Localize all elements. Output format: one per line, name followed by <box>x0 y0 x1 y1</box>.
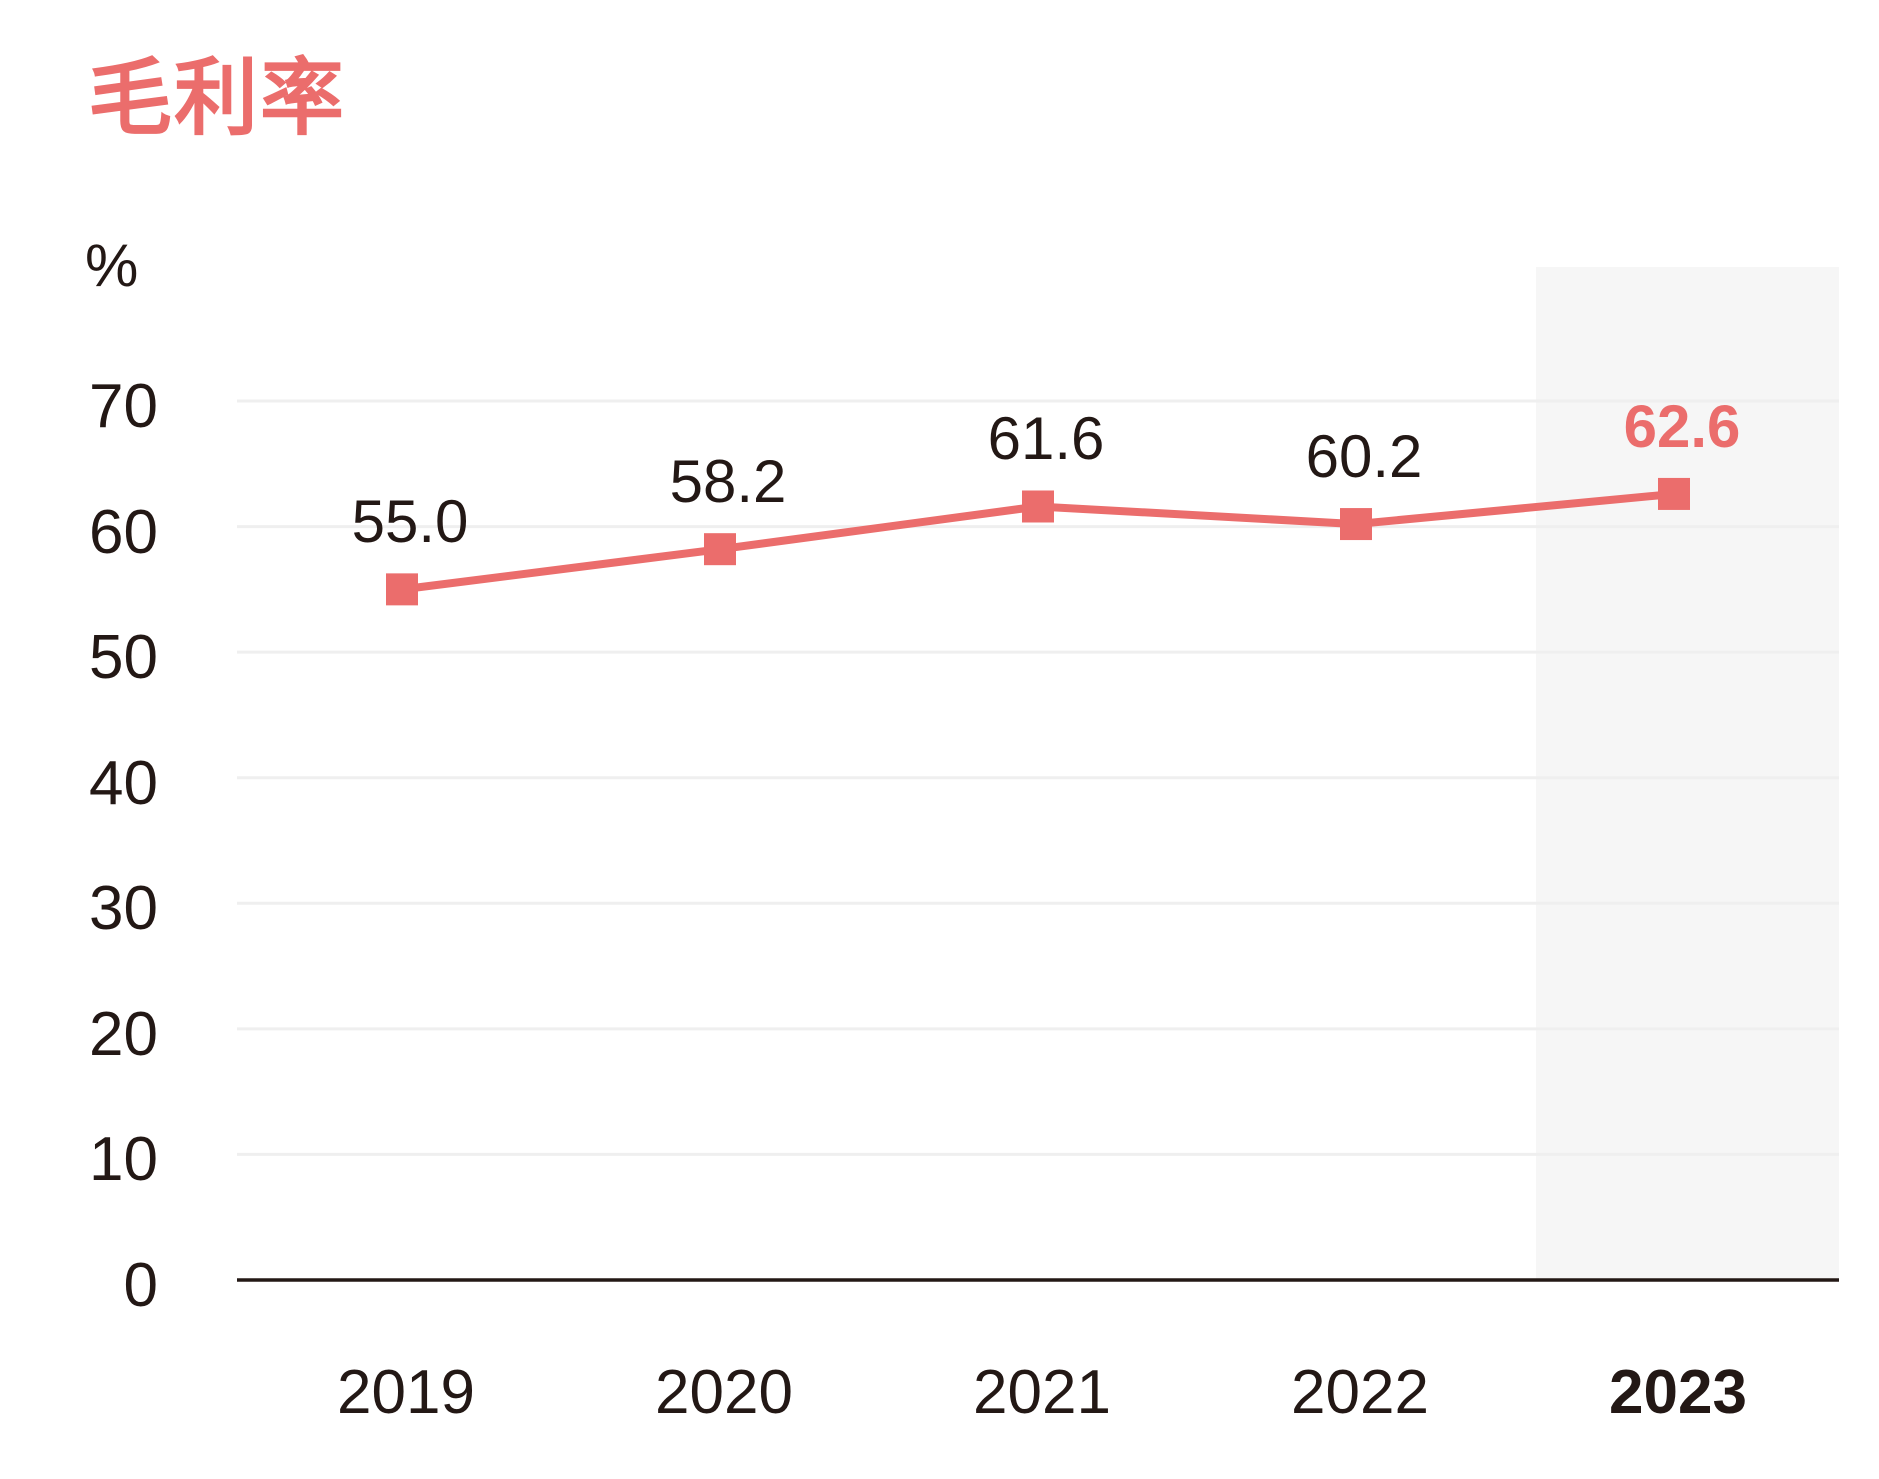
value-label-2023: 62.6 <box>1623 392 1741 460</box>
value-label-2020: 58.2 <box>669 448 787 516</box>
y-axis-unit-label: % <box>85 232 139 299</box>
y-tick-label-30: 30 <box>89 874 158 944</box>
chart-title: 毛利率 <box>88 51 347 145</box>
x-tick-label-2019: 2019 <box>337 1358 475 1427</box>
x-tick-label-2021: 2021 <box>973 1358 1111 1427</box>
highlight-band-2023 <box>1536 267 1839 1280</box>
y-tick-label-10: 10 <box>89 1125 158 1195</box>
data-point-2021 <box>1022 490 1054 523</box>
x-tick-label-2022: 2022 <box>1291 1358 1429 1427</box>
value-label-2022: 60.2 <box>1305 423 1423 491</box>
data-point-2023 <box>1658 477 1690 510</box>
value-label-2021: 61.6 <box>987 405 1105 473</box>
value-label-2019: 55.0 <box>351 488 469 556</box>
data-point-2020 <box>704 533 736 566</box>
y-tick-label-20: 20 <box>89 999 158 1069</box>
y-tick-label-40: 40 <box>89 748 158 818</box>
x-tick-label-2020: 2020 <box>655 1358 793 1427</box>
data-point-2022 <box>1340 508 1372 541</box>
y-tick-label-50: 50 <box>89 623 158 693</box>
y-tick-label-70: 70 <box>89 372 158 441</box>
y-tick-label-0: 0 <box>123 1251 158 1320</box>
x-tick-label-2023: 2023 <box>1609 1358 1747 1427</box>
data-point-2019 <box>386 573 418 606</box>
y-tick-label-60: 60 <box>89 497 158 567</box>
